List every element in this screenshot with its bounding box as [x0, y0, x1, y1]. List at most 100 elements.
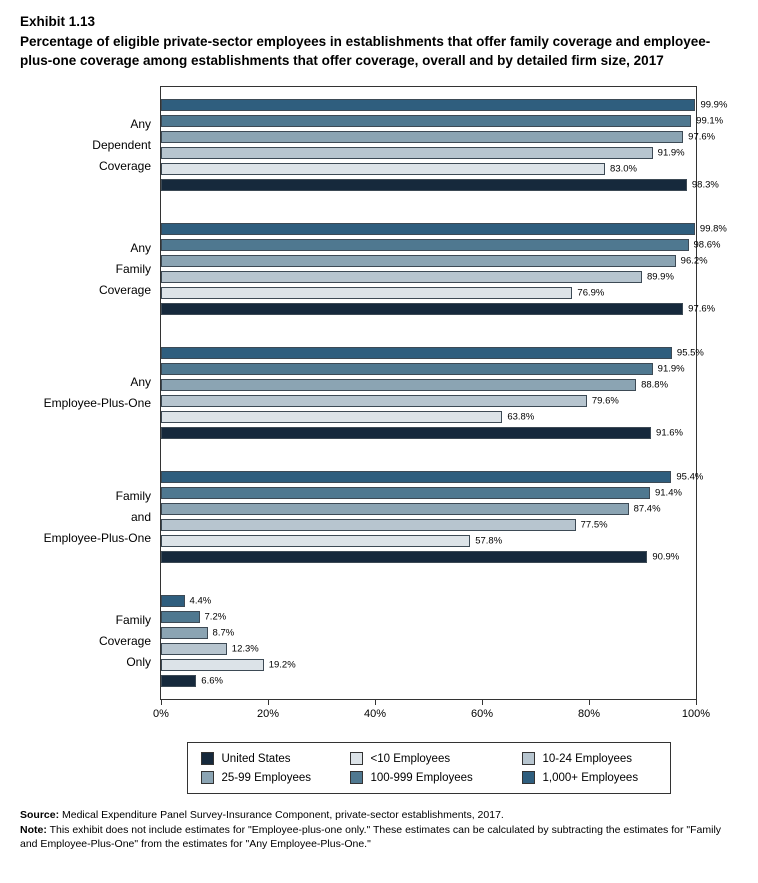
x-axis: 0% 20% 40% 60% 80% 100%	[153, 700, 710, 728]
bar-row: 95.5%	[161, 347, 704, 360]
legend-item: <10 Employees	[349, 752, 508, 766]
bar-row: 6.6%	[161, 675, 696, 688]
bar-value-label: 89.9%	[646, 271, 674, 283]
bar-row: 99.9%	[161, 99, 727, 112]
source-note: Source: Medical Expenditure Panel Survey…	[20, 808, 738, 822]
bar-group: 4.4% 7.2% 8.7% 12.3% 19.2% 6.6%	[161, 595, 696, 688]
bar-row: 8.7%	[161, 627, 696, 640]
legend-label: 25-99 Employees	[221, 771, 312, 784]
bar-row: 91.9%	[161, 363, 696, 376]
legend-item: 1,000+ Employees	[521, 771, 657, 785]
bar-group: 95.5% 91.9% 88.8% 79.6% 63.8% 91.6%	[161, 347, 704, 440]
bar-value-label: 83.0%	[610, 163, 637, 175]
legend-swatch	[200, 771, 214, 785]
bar-row: 95.4%	[161, 471, 703, 484]
bar-row: 7.2%	[161, 611, 696, 624]
bar	[161, 411, 503, 424]
bar	[161, 427, 652, 440]
bar	[161, 255, 676, 268]
bar	[161, 271, 642, 284]
category-label: Any Dependent Coverage	[92, 116, 151, 173]
bar-value-label: 87.4%	[633, 503, 661, 515]
x-axis-tick	[589, 700, 590, 706]
bar	[161, 239, 689, 252]
bar	[161, 163, 606, 176]
bar-row: 19.2%	[161, 659, 696, 672]
x-axis-tick-label: 100%	[681, 708, 711, 721]
bar-row: 83.0%	[161, 163, 696, 176]
bar-value-label: 6.6%	[201, 675, 223, 687]
source-text: Medical Expenditure Panel Survey-Insuran…	[59, 809, 504, 822]
legend-item: United States	[200, 752, 336, 766]
x-axis-tick-label: 60%	[470, 708, 494, 721]
bar	[161, 643, 227, 656]
bar-value-label: 97.6%	[688, 131, 716, 143]
x-axis-tick	[161, 700, 162, 706]
bar-row: 91.9%	[161, 147, 696, 160]
exhibit-page: Exhibit 1.13 Percentage of eligible priv…	[20, 14, 740, 851]
bar-group: 99.9% 99.1% 97.6% 91.9% 83.0% 98.3%	[161, 99, 727, 192]
bar-value-label: 77.5%	[580, 519, 608, 531]
bar	[161, 179, 687, 192]
x-axis-tick	[482, 700, 483, 706]
bar-chart: Any Dependent Coverage Any Family Coverage Any…	[20, 86, 740, 701]
category-label: Family Coverage Only	[98, 612, 151, 669]
bar-row: 98.6%	[161, 239, 720, 252]
bar-value-label: 57.8%	[475, 535, 503, 547]
bar	[161, 287, 573, 300]
bar-row: 97.6%	[161, 303, 715, 316]
note-label: Note:	[20, 823, 47, 836]
bar-row: 99.8%	[161, 223, 727, 236]
bar-group: 99.8% 98.6% 96.2% 89.9% 76.9% 97.6%	[161, 223, 727, 316]
legend-swatch	[521, 771, 535, 785]
bar-row: 99.1%	[161, 115, 723, 128]
bar	[161, 675, 197, 688]
page-title: Percentage of eligible private-sector em…	[20, 34, 711, 69]
legend-item: 10-24 Employees	[521, 752, 657, 766]
bar	[161, 659, 264, 672]
bar-row: 91.6%	[161, 427, 696, 440]
bar-row: 89.9%	[161, 271, 696, 284]
x-axis-tick-label: 40%	[363, 708, 387, 721]
bar-row: 88.8%	[161, 379, 696, 392]
bar-value-label: 99.1%	[696, 115, 724, 127]
bar	[161, 627, 208, 640]
legend-item: 100-999 Employees	[349, 771, 508, 785]
bar-row: 57.8%	[161, 535, 696, 548]
bar-row: 63.8%	[161, 411, 696, 424]
bar	[161, 379, 637, 392]
bar-value-label: 8.7%	[212, 627, 235, 639]
bar-value-label: 76.9%	[577, 287, 605, 299]
legend-label: 1,000+ Employees	[542, 771, 639, 784]
bar-value-label: 97.6%	[688, 303, 716, 315]
bar	[161, 303, 684, 316]
bar	[161, 487, 650, 500]
bar-row: 77.5%	[161, 519, 696, 532]
legend: United States <10 Employees 10-24 Employ…	[186, 742, 671, 795]
x-axis-tick-label: 0%	[153, 708, 169, 721]
x-axis-tick	[375, 700, 376, 706]
bar-value-label: 91.9%	[657, 147, 685, 159]
bar-row: 91.4%	[161, 487, 696, 500]
note-text: This exhibit does not include estimates …	[20, 823, 722, 851]
legend-label: 10-24 Employees	[542, 752, 633, 765]
bar-row: 79.6%	[161, 395, 696, 408]
bar	[161, 611, 200, 624]
legend-label: United States	[221, 752, 291, 765]
bar-row: 90.9%	[161, 551, 696, 564]
bar	[161, 535, 471, 548]
bar	[161, 595, 185, 608]
plot-area: 99.9% 99.1% 97.6% 91.9% 83.0% 98.3% 99.8% 98.6%…	[160, 86, 727, 701]
footnotes: Source: Medical Expenditure Panel Survey…	[20, 808, 738, 851]
bar-row: 12.3%	[161, 643, 696, 656]
bar-value-label: 91.4%	[654, 487, 682, 499]
bar	[161, 471, 672, 484]
bar-value-label: 88.8%	[641, 379, 669, 391]
x-axis-tick	[268, 700, 269, 706]
bar	[161, 115, 692, 128]
bar-value-label: 7.2%	[204, 611, 227, 623]
bar-value-label: 90.9%	[652, 551, 680, 563]
legend-swatch	[349, 771, 363, 785]
bar-value-label: 4.4%	[189, 595, 212, 607]
bar-value-label: 79.6%	[591, 395, 619, 407]
